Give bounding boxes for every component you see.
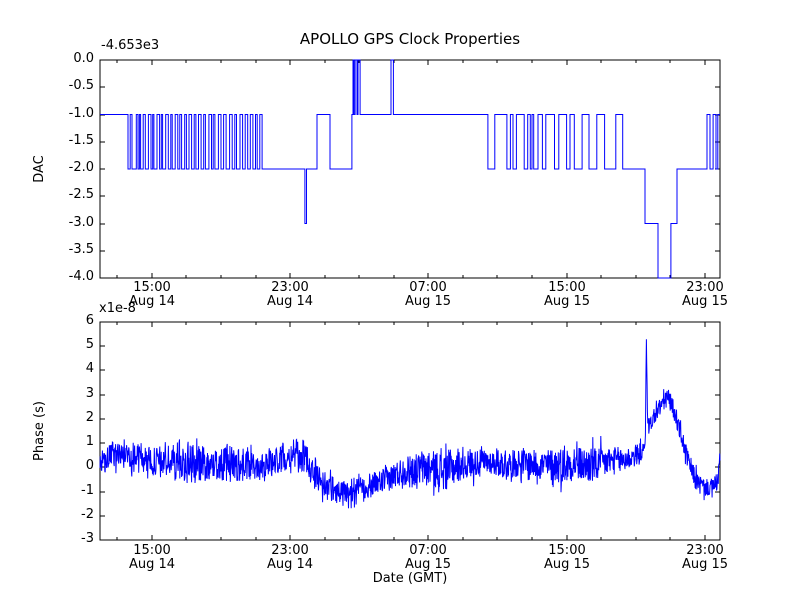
dac-xtick-date-label: Aug 15 (681, 294, 729, 309)
dac-xtick-date-label: Aug 14 (128, 294, 176, 309)
phase-xtick-date-label: Aug 15 (543, 557, 591, 572)
dac-ytick-label: -0.5 (68, 78, 94, 93)
phase-xtick-date-label: Aug 14 (266, 557, 314, 572)
dac-xtick-time-label: 23:00 (271, 280, 309, 295)
dac-ytick-label: -2.0 (68, 160, 94, 175)
dac-ytick-label: -4.0 (68, 269, 94, 284)
phase-ytick-label: -3 (81, 531, 94, 546)
phase-line (99, 339, 721, 509)
phase-ytick-label: -1 (81, 483, 94, 498)
dac-xtick-date-label: Aug 15 (543, 294, 591, 309)
dac-ytick-label: -3.0 (68, 215, 94, 230)
dac-xtick-date-label: Aug 15 (404, 294, 452, 309)
dac-ytick-label: 0.0 (73, 51, 94, 66)
phase-xtick-time-label: 15:00 (133, 543, 171, 558)
phase-ytick-label: 6 (85, 313, 94, 328)
phase-xtick-time-label: 23:00 (686, 543, 724, 558)
phase-ytick-label: 5 (85, 337, 94, 352)
phase-ytick-label: -2 (81, 507, 94, 522)
dac-offset-label: -4.653e3 (101, 38, 160, 53)
phase-xtick-time-label: 23:00 (271, 543, 309, 558)
dac-xtick-date-label: Aug 14 (266, 294, 314, 309)
dac-ytick-label: -2.5 (68, 187, 94, 202)
dac-line (100, 59, 720, 279)
dac-xtick-time-label: 07:00 (409, 280, 447, 295)
phase-xtick-time-label: 07:00 (409, 543, 447, 558)
dac-ytick-label: -1.5 (68, 133, 94, 148)
dac-xtick-time-label: 15:00 (133, 280, 171, 295)
phase-xtick-time-label: 15:00 (548, 543, 586, 558)
phase-xtick-date-label: Aug 15 (404, 557, 452, 572)
phase-xtick-date-label: Aug 14 (128, 557, 176, 572)
phase-ytick-label: 1 (85, 434, 94, 449)
phase-ytick-label: 0 (85, 458, 94, 473)
phase-offset-label: x1e-8 (99, 301, 136, 316)
dac-ytick-label: -1.0 (68, 106, 94, 121)
phase-ytick-label: 2 (85, 410, 94, 425)
phase-ytick-label: 3 (85, 386, 94, 401)
dac-ytick-label: -3.5 (68, 242, 94, 257)
dac-xtick-time-label: 15:00 (548, 280, 586, 295)
phase-xtick-date-label: Aug 15 (681, 557, 729, 572)
chart-title: APOLLO GPS Clock Properties (299, 30, 521, 48)
phase-ytick-label: 4 (85, 361, 94, 376)
dac-xtick-time-label: 23:00 (686, 280, 724, 295)
xlabel: Date (GMT) (372, 571, 448, 586)
